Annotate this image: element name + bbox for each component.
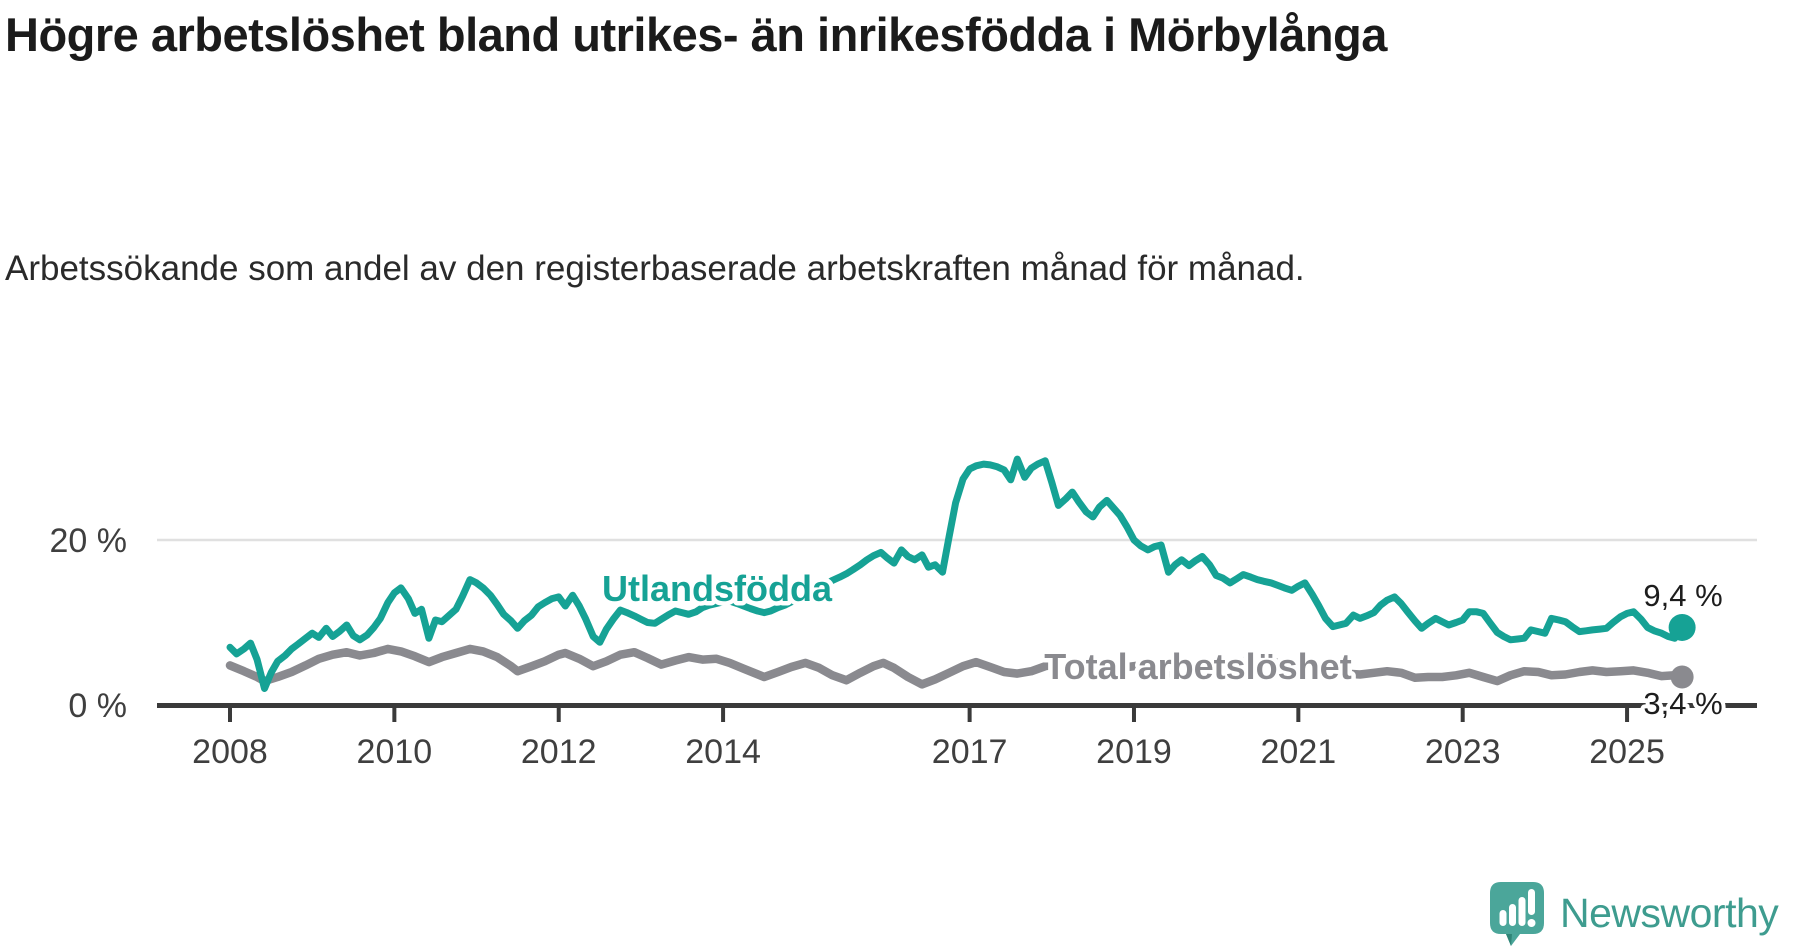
logo-bar-3 <box>1518 897 1526 926</box>
x-tick-label: 2014 <box>685 733 761 771</box>
x-tick-label: 2019 <box>1096 733 1172 771</box>
logo-bar-1 <box>1499 910 1507 926</box>
y-tick-label: 20 % <box>50 522 128 560</box>
end-dot-utlandsfodda <box>1668 613 1696 641</box>
x-tick-label: 2008 <box>192 733 268 771</box>
logo-exclamation-dot <box>1527 919 1536 927</box>
page-subtitle: Arbetssökande som andel av den registerb… <box>5 249 1305 288</box>
series-line-utlandsfodda <box>226 455 1686 692</box>
x-tick-label: 2021 <box>1261 733 1337 771</box>
x-tick-label: 2025 <box>1589 733 1665 771</box>
x-tick-label: 2023 <box>1425 733 1501 771</box>
logo-bar-2 <box>1509 904 1516 926</box>
series-label-utlandsfodda: Utlandsfödda <box>602 568 833 609</box>
newsworthy-wordmark: Newsworthy <box>1560 890 1779 936</box>
x-axis: 2008 2010 2012 2014 2017 2019 2021 2023 2025 0 % 2… <box>50 522 1757 771</box>
series-label-total: Total arbetslöshet <box>1044 646 1351 687</box>
newsworthy-logo: Newsworthy <box>1488 880 1779 946</box>
x-tick-label: 2017 <box>932 733 1008 771</box>
chart-labels: Utlandsfödda Total arbetslöshet 9,4 % 3,4 % <box>598 564 1727 726</box>
end-value-label-utlandsfodda: 9,4 % <box>1643 578 1722 613</box>
newsworthy-icon <box>1490 882 1544 946</box>
y-tick-label: 0 % <box>68 687 127 725</box>
page-title: Högre arbetslöshet bland utrikes- än inr… <box>5 8 1387 61</box>
x-tick-label: 2012 <box>521 733 597 771</box>
series-lines <box>225 455 1687 692</box>
end-value-label-total: 3,4 % <box>1643 686 1722 721</box>
x-tick-label: 2010 <box>357 733 433 771</box>
end-dot-total <box>1670 665 1694 689</box>
logo-exclamation-bar <box>1528 889 1535 915</box>
series-line-total <box>225 644 1687 689</box>
